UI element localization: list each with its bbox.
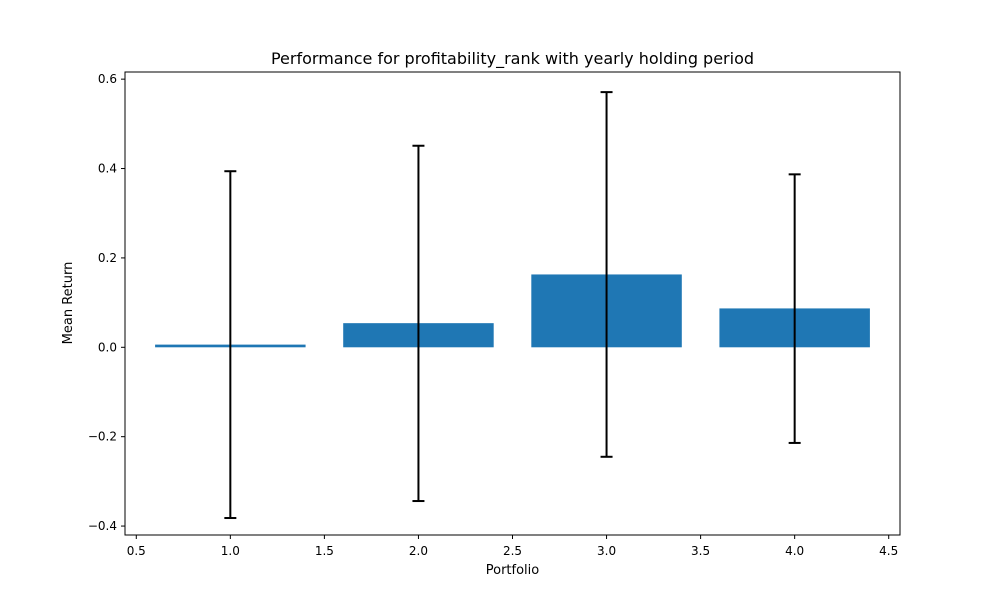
x-tick-label: 2.5	[503, 544, 522, 558]
x-axis-ticks: 0.5 1.0 1.5 2.0 2.5 3.0 3.5 4.0 4.5	[127, 535, 898, 558]
y-tick-label: 0.2	[98, 251, 117, 265]
y-tick-label: 0.0	[98, 340, 117, 354]
x-axis-label: Portfolio	[486, 563, 540, 578]
error-bar-portfolio-3	[600, 91, 613, 458]
error-bars-group	[224, 91, 801, 520]
error-bar-portfolio-4	[788, 173, 801, 444]
axes-frame	[124, 71, 901, 536]
y-axis-label: Mean Return	[61, 262, 76, 345]
x-tick-label: 3.0	[597, 544, 616, 558]
x-tick-label: 4.0	[785, 544, 804, 558]
x-tick-label: 1.0	[221, 544, 240, 558]
y-tick-label: −0.4	[88, 519, 117, 533]
x-tick-label: 0.5	[127, 544, 146, 558]
x-tick-label: 2.0	[409, 544, 428, 558]
y-axis-ticks: −0.4 −0.2 0.0 0.2 0.4 0.6	[88, 72, 125, 533]
x-tick-label: 3.5	[691, 544, 710, 558]
y-tick-label: 0.4	[98, 162, 117, 176]
error-bar-portfolio-1	[224, 170, 237, 520]
x-tick-label: 1.5	[315, 544, 334, 558]
chart-title: Performance for profitability_rank with …	[271, 49, 754, 69]
x-tick-label: 4.5	[879, 544, 898, 558]
y-tick-label: −0.2	[88, 430, 117, 444]
error-bar-portfolio-2	[412, 144, 425, 503]
y-tick-label: 0.6	[98, 72, 117, 86]
bars-group	[155, 274, 870, 348]
